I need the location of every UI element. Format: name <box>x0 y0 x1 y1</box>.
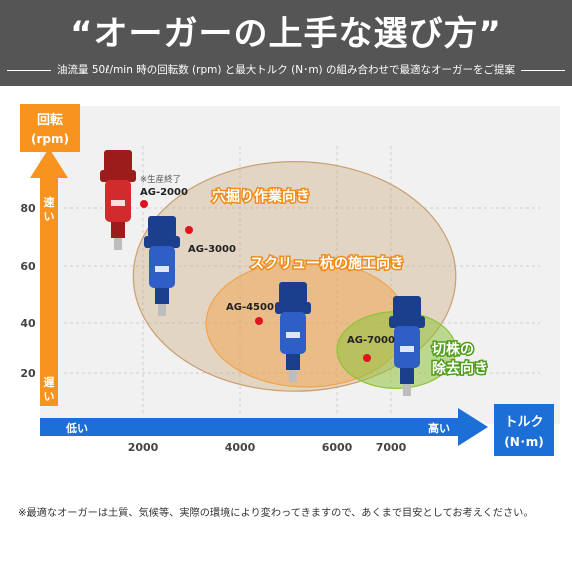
x-tick-label: 6000 <box>322 441 353 454</box>
y-tick-label: 20 <box>20 367 36 380</box>
ag3000-machine-badge <box>155 266 169 272</box>
ag2000-note: ※生産終了 <box>140 174 181 185</box>
subtitle-dash-left <box>7 69 51 71</box>
chart-area: 穴掘り作業向き スクリュー杭の施工向き 切株の 除去向き 回転 (rpm) 速い遅い 20 40… <box>0 86 572 484</box>
point-label: AG-4500 <box>226 302 274 313</box>
y-fast-label: い <box>44 210 55 223</box>
ag7000-machine-bracket <box>389 316 425 328</box>
ag3000-machine-neck <box>155 288 169 304</box>
x-low-label: 低い <box>65 421 88 435</box>
subtitle-text: 油流量 50ℓ/min 時の回転数 (rpm) と最大トルク (N･m) の組み… <box>57 64 515 76</box>
point-label: AG-3000 <box>188 244 236 255</box>
x-axis-title-box <box>494 404 554 456</box>
ag2000-machine-badge <box>111 200 125 206</box>
y-axis-unit: (rpm) <box>31 132 69 146</box>
subtitle-dash-right <box>521 69 565 71</box>
y-slow-label: い <box>44 390 55 403</box>
page-title: “オーガーの上手な選び方” <box>70 14 502 54</box>
ag4500-machine-shaft <box>289 370 297 382</box>
footnote: ※最適なオーガーは土質、気候等、実際の環境により変わってきますので、あくまで目安… <box>18 508 534 519</box>
ag4500-machine-mount <box>279 282 307 304</box>
y-axis-title-box <box>20 104 80 152</box>
point-label: AG-2000 <box>140 187 188 198</box>
point-ag-7000 <box>363 354 371 362</box>
zone-label-general: 穴掘り作業向き <box>212 188 310 205</box>
zone-label-screw: スクリュー杭の施工向き <box>250 255 404 272</box>
ag2000-machine-mount <box>104 150 132 172</box>
ag7000-machine-shaft <box>403 384 411 396</box>
x-axis-arrow-shaft <box>40 418 460 436</box>
y-tick-label: 40 <box>20 317 36 330</box>
point-ag-3000 <box>185 226 193 234</box>
zone-label-stump: 除去向き <box>432 360 488 377</box>
ag7000-machine-neck <box>400 368 414 384</box>
y-slow-label: 遅 <box>44 376 55 389</box>
y-axis-arrow-head <box>30 148 68 178</box>
page-subtitle: 油流量 50ℓ/min 時の回転数 (rpm) と最大トルク (N･m) の組み… <box>0 62 572 77</box>
y-axis-title: 回転 <box>37 112 63 128</box>
x-tick-label: 4000 <box>225 441 256 454</box>
ag3000-machine-shaft <box>158 304 166 316</box>
point-ag-4500 <box>255 317 263 325</box>
ag3000-machine-bracket <box>144 236 180 248</box>
ag2000-machine-neck <box>111 222 125 238</box>
rpm-torque-chart: 穴掘り作業向きスクリュー杭の施工向き切株の除去向き回転(rpm)速い遅い2040… <box>20 104 560 456</box>
ag4500-machine-neck <box>286 354 300 370</box>
ag3000-machine-mount <box>148 216 176 238</box>
y-tick-label: 80 <box>20 202 36 215</box>
ag2000-machine-bracket <box>100 170 136 182</box>
ag7000-machine-mount <box>393 296 421 318</box>
ag2000-machine-shaft <box>114 238 122 250</box>
ag4500-machine-badge <box>286 332 300 338</box>
y-axis-arrow-shaft <box>40 176 58 406</box>
y-fast-label: 速 <box>44 195 55 209</box>
point-label: AG-7000 <box>347 335 395 346</box>
header-banner: “オーガーの上手な選び方” 油流量 50ℓ/min 時の回転数 (rpm) と最… <box>0 0 572 86</box>
x-axis-unit: (N･m) <box>504 435 544 449</box>
zone-label-stump: 切株の <box>432 341 474 358</box>
ag7000-machine-badge <box>400 346 414 352</box>
x-tick-label: 2000 <box>128 441 159 454</box>
x-high-label: 高い <box>428 421 450 435</box>
y-tick-label: 60 <box>20 260 36 273</box>
x-tick-label: 7000 <box>376 441 407 454</box>
x-axis-arrow-head <box>458 408 488 446</box>
point-ag-2000 <box>140 200 148 208</box>
ag4500-machine-bracket <box>275 302 311 314</box>
x-axis-title: トルク <box>504 415 543 430</box>
